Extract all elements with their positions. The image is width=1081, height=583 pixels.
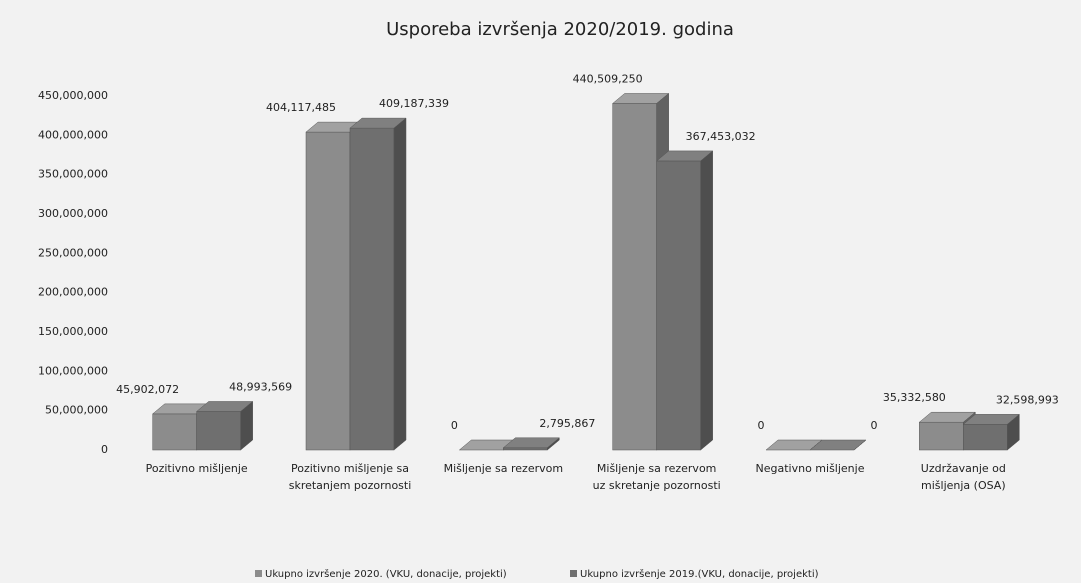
y-tick-label: 250,000,000 bbox=[38, 246, 108, 259]
bar-front bbox=[656, 160, 701, 451]
bar bbox=[502, 437, 561, 451]
bar bbox=[918, 411, 977, 451]
y-tick-label: 100,000,000 bbox=[38, 364, 108, 377]
data-label: 440,509,250 bbox=[573, 72, 643, 85]
y-tick-label: 50,000,000 bbox=[45, 404, 108, 417]
bar-front bbox=[612, 103, 657, 451]
bar-front bbox=[919, 421, 964, 451]
legend-swatch bbox=[570, 570, 577, 577]
data-label: 45,902,072 bbox=[116, 383, 179, 396]
bar-side bbox=[393, 117, 407, 451]
bar-side bbox=[1007, 413, 1020, 451]
y-tick-label: 400,000,000 bbox=[38, 128, 108, 141]
chart-title: Usporeba izvršenja 2020/2019. godina bbox=[386, 19, 734, 40]
x-tick-label: Uzdržavanje od mišljenja (OSA) bbox=[920, 462, 1006, 492]
data-label: 48,993,569 bbox=[229, 380, 292, 393]
bar-side bbox=[853, 439, 867, 451]
bar bbox=[349, 117, 407, 451]
bar bbox=[655, 150, 714, 451]
bar bbox=[195, 400, 254, 451]
legend-label: Ukupno izvršenje 2020. (VKU, donacije, p… bbox=[265, 568, 507, 580]
legend-swatch bbox=[255, 570, 262, 577]
y-tick-label: 0 bbox=[101, 443, 108, 456]
legend-label: Ukupno izvršenje 2019.(VKU, donacije, pr… bbox=[580, 568, 819, 580]
data-label: 0 bbox=[451, 419, 458, 432]
bar-front bbox=[349, 127, 395, 451]
bar bbox=[809, 439, 867, 451]
data-label: 2,795,867 bbox=[539, 417, 595, 430]
x-tick-label: Pozitivno mišljenje bbox=[145, 462, 248, 475]
x-tick-label: Pozitivno mišljenje sa skretanjem pozorn… bbox=[288, 462, 412, 492]
bar bbox=[962, 413, 1021, 451]
y-tick-label: 150,000,000 bbox=[38, 325, 108, 338]
bar-side bbox=[240, 400, 253, 451]
bar-front bbox=[196, 411, 241, 451]
bar-front bbox=[305, 131, 351, 451]
data-label: 367,453,032 bbox=[686, 130, 756, 143]
y-tick-label: 350,000,000 bbox=[38, 168, 108, 181]
x-tick-label: Negativno mišljenje bbox=[755, 462, 865, 475]
bar-side bbox=[700, 150, 713, 451]
data-label: 0 bbox=[758, 419, 765, 432]
bar-front bbox=[152, 413, 197, 451]
data-label: 0 bbox=[871, 419, 878, 432]
data-label: 35,332,580 bbox=[883, 391, 946, 404]
data-label: 409,187,339 bbox=[379, 97, 449, 110]
x-tick-label: Mišljenje sa rezervom uz skretanje pozor… bbox=[592, 462, 721, 492]
bar-side bbox=[547, 437, 560, 451]
bar-front bbox=[963, 424, 1008, 451]
y-tick-label: 300,000,000 bbox=[38, 207, 108, 220]
y-tick-label: 200,000,000 bbox=[38, 286, 108, 299]
bar-front bbox=[503, 447, 548, 451]
x-tick-label: Mišljenje sa rezervom bbox=[443, 462, 564, 475]
data-label: 404,117,485 bbox=[266, 101, 336, 114]
data-label: 32,598,993 bbox=[996, 393, 1059, 406]
y-tick-label: 450,000,000 bbox=[38, 89, 108, 102]
